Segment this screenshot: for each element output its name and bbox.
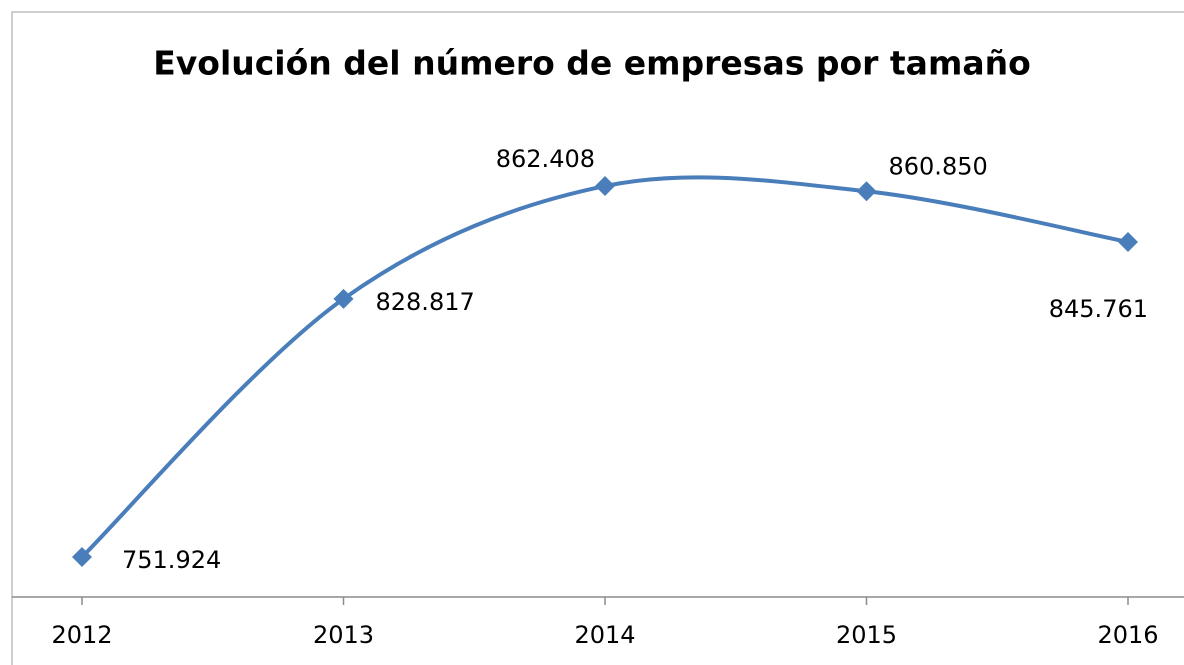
x-tick-label: 2016 xyxy=(1097,621,1158,649)
chart-frame xyxy=(11,11,1184,665)
x-tick-label: 2012 xyxy=(51,621,112,649)
marker xyxy=(595,176,615,197)
x-tick-label: 2014 xyxy=(574,621,635,649)
data-label: 860.850 xyxy=(889,152,988,180)
data-label: 828.817 xyxy=(376,288,475,316)
data-label: 751.924 xyxy=(122,546,221,574)
data-label: 845.761 xyxy=(1049,295,1148,323)
chart-title: Evolución del número de empresas por tam… xyxy=(153,44,1031,83)
line xyxy=(80,175,1129,559)
marker xyxy=(1118,231,1138,252)
data-label: 862.408 xyxy=(496,145,595,173)
marker xyxy=(856,181,877,202)
x-tick-label: 2013 xyxy=(313,621,374,649)
marker xyxy=(333,288,354,309)
marker xyxy=(72,546,92,567)
x-tick-label: 2015 xyxy=(836,621,897,649)
